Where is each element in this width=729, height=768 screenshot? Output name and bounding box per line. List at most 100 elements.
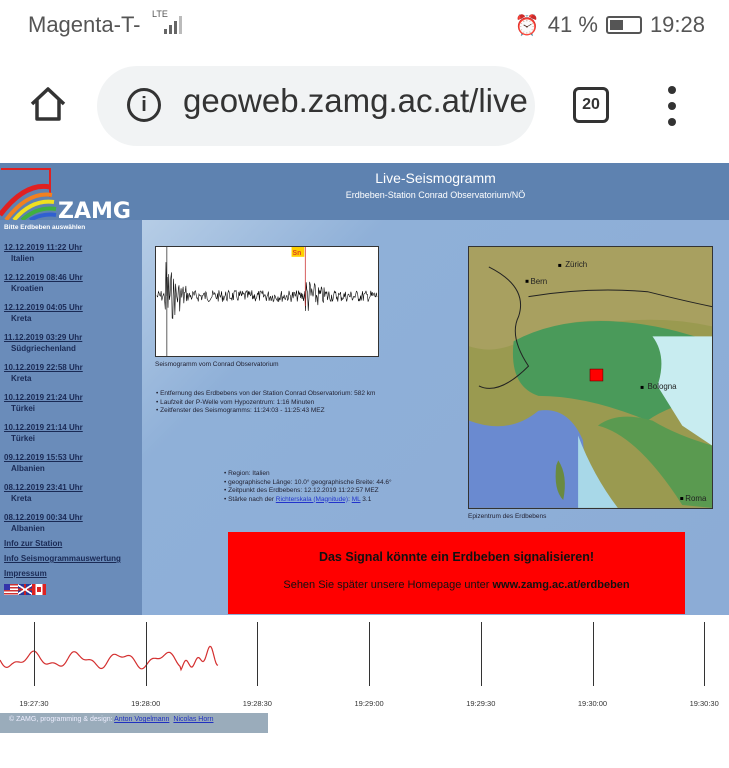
canada-flag-icon[interactable] bbox=[32, 584, 46, 595]
alarm-icon: ⏰ bbox=[514, 14, 540, 37]
time-label: 19:29:00 bbox=[354, 699, 384, 708]
link-station-info[interactable]: Info zur Station bbox=[4, 539, 63, 548]
info-icon[interactable]: i bbox=[127, 88, 161, 122]
time-gridline bbox=[480, 622, 482, 686]
signal-icon bbox=[164, 14, 182, 34]
url-text[interactable]: geoweb.zamg.ac.at/live bbox=[183, 82, 528, 119]
more-menu-icon[interactable] bbox=[665, 86, 679, 126]
page-subtitle: Erdbeben-Station Conrad Observatorium/NÖ bbox=[345, 190, 526, 200]
author-link-1[interactable]: Anton Vogelmann bbox=[114, 716, 170, 723]
earthquake-region: Türkei bbox=[11, 404, 36, 413]
earthquake-item[interactable]: 10.12.2019 22:58 Uhr Kreta bbox=[4, 363, 83, 383]
city-label: Roma bbox=[685, 494, 707, 503]
city-label: Bologna bbox=[648, 382, 678, 391]
time-label: 19:27:30 bbox=[19, 699, 49, 708]
event-coords: geographische Länge: 10.0° geographische… bbox=[224, 479, 391, 486]
earthquake-item[interactable]: 12.12.2019 04:05 Uhr Kreta bbox=[4, 303, 83, 323]
earthquake-item[interactable]: 08.12.2019 23:41 Uhr Kreta bbox=[4, 483, 83, 503]
distance-info: Entfernung des Erdbebens von der Station… bbox=[156, 390, 375, 397]
address-bar[interactable]: i geoweb.zamg.ac.at/live bbox=[97, 66, 535, 146]
time-gridline bbox=[704, 622, 706, 686]
link-seismogram-info[interactable]: Info Seismogrammauswertung bbox=[4, 554, 121, 563]
author-link-2[interactable]: Nicolas Horn bbox=[173, 716, 214, 723]
earthquake-date-link[interactable]: 11.12.2019 03:29 Uhr bbox=[4, 333, 83, 342]
epicenter-marker bbox=[589, 368, 604, 382]
richter-scale-link[interactable]: Richterskala (Magnitude) bbox=[275, 495, 349, 503]
alert-text: Sehen Sie später unsere Homepage unter w… bbox=[283, 579, 630, 591]
earthquake-region: Kreta bbox=[11, 314, 32, 323]
earthquake-date-link[interactable]: 09.12.2019 15:53 Uhr bbox=[4, 453, 83, 462]
earthquake-region: Kroatien bbox=[11, 284, 44, 293]
time-label: 19:30:30 bbox=[689, 699, 719, 708]
earthquake-region: Türkei bbox=[11, 434, 36, 443]
zamg-logo: ZAMG bbox=[0, 167, 142, 220]
map-caption: Epizentrum des Erdbebens bbox=[468, 513, 547, 520]
time-label: 19:28:30 bbox=[242, 699, 272, 708]
earthquake-region: Kreta bbox=[11, 374, 32, 383]
earthquake-date-link[interactable]: 12.12.2019 08:46 Uhr bbox=[4, 273, 83, 282]
earthquake-item[interactable]: 12.12.2019 08:46 Uhr Kroatien bbox=[4, 273, 83, 293]
link-impressum[interactable]: Impressum bbox=[4, 569, 47, 578]
earthquake-date-link[interactable]: 08.12.2019 23:41 Uhr bbox=[4, 483, 83, 492]
earthquake-date-link[interactable]: 12.12.2019 04:05 Uhr bbox=[4, 303, 83, 312]
earthquake-region: Südgriechenland bbox=[11, 344, 76, 353]
status-bar: Magenta-T- LTE ⏰ 41 % 19:28 bbox=[0, 0, 729, 50]
earthquake-item[interactable]: 09.12.2019 15:53 Uhr Albanien bbox=[4, 453, 83, 473]
seismogram-caption: Seismogramm vom Conrad Observatorium bbox=[155, 361, 279, 368]
earthquake-date-link[interactable]: 08.12.2019 00:34 Uhr bbox=[4, 513, 83, 522]
browser-toolbar: i geoweb.zamg.ac.at/live 20 bbox=[0, 60, 729, 152]
event-info-list: Region: Italien geographische Länge: 10.… bbox=[224, 470, 392, 504]
network-type: LTE bbox=[152, 9, 168, 19]
earthquake-date-link[interactable]: 12.12.2019 11:22 Uhr bbox=[4, 243, 83, 252]
earthquake-item[interactable]: 08.12.2019 00:34 Uhr Albanien bbox=[4, 513, 83, 533]
travel-time-info: Laufzeit der P-Welle vom Hypozentrum: 1:… bbox=[156, 399, 375, 406]
time-gridline bbox=[145, 622, 147, 686]
seismogram-info-list: Entfernung des Erdbebens von der Station… bbox=[156, 390, 375, 416]
battery-icon bbox=[605, 16, 642, 34]
logo-text: ZAMG bbox=[58, 199, 131, 220]
earthquake-item[interactable]: 11.12.2019 03:29 Uhr Südgriechenland bbox=[4, 333, 82, 353]
time-gridline bbox=[369, 622, 371, 686]
time-gridline bbox=[257, 622, 259, 686]
homepage-link[interactable]: www.zamg.ac.at/erdbeben bbox=[492, 579, 630, 591]
city-label: Zürich bbox=[565, 260, 587, 269]
earthquake-item[interactable]: 10.12.2019 21:14 Uhr Türkei bbox=[4, 423, 83, 443]
tab-switcher-button[interactable]: 20 bbox=[573, 87, 609, 123]
earthquake-date-link[interactable]: 10.12.2019 22:58 Uhr bbox=[4, 363, 83, 372]
time-window-info: Zeitfenster des Seismogramms: 11:24:03 -… bbox=[156, 407, 375, 414]
page-header: ZAMG Live-Seismogramm Erdbeben-Station C… bbox=[0, 163, 729, 220]
clock: 19:28 bbox=[649, 12, 705, 37]
sidebar: Bitte Erdbeben auswählen 12.12.2019 11:2… bbox=[0, 220, 142, 615]
main-content: Sn Seismogramm vom Conrad Observatorium … bbox=[142, 220, 729, 615]
event-region: Region: Italien bbox=[224, 470, 392, 477]
live-trace bbox=[0, 645, 219, 672]
time-label: 19:29:30 bbox=[466, 699, 496, 708]
live-seismogram-strip: 19:27:30 19:28:00 19:28:30 19:29:00 19:29:30… bbox=[0, 615, 729, 713]
alert-headline: Das Signal könnte ein Erdbeben signalisi… bbox=[318, 550, 595, 564]
footer-text: © ZAMG, programming & design: bbox=[9, 716, 115, 723]
language-flags bbox=[4, 584, 46, 595]
page-title: Live-Seismogramm bbox=[375, 170, 496, 186]
event-magnitude: Stärke nach der Richterskala (Magnitude)… bbox=[224, 496, 392, 503]
earthquake-item[interactable]: 10.12.2019 21:24 Uhr Türkei bbox=[4, 393, 83, 413]
sidebar-hint: Bitte Erdbeben auswählen bbox=[4, 224, 86, 231]
earthquake-date-link[interactable]: 10.12.2019 21:24 Uhr bbox=[4, 393, 83, 402]
web-page: ZAMG Live-Seismogramm Erdbeben-Station C… bbox=[0, 163, 729, 615]
battery-percent: 41 % bbox=[547, 12, 598, 37]
epicenter-map: Bern Zürich Bologna Roma bbox=[468, 246, 713, 509]
phase-label-sn: Sn bbox=[293, 250, 302, 257]
earthquake-date-link[interactable]: 10.12.2019 21:14 Uhr bbox=[4, 423, 83, 432]
uk-flag-icon[interactable] bbox=[18, 584, 32, 595]
earthquake-region: Italien bbox=[11, 254, 35, 263]
city-label: Bern bbox=[530, 277, 547, 286]
seismogram-plot: Sn bbox=[155, 246, 379, 357]
home-icon[interactable] bbox=[28, 84, 68, 124]
ml-link[interactable]: ML bbox=[351, 495, 361, 503]
us-flag-icon[interactable] bbox=[4, 584, 18, 595]
time-gridline bbox=[34, 622, 35, 686]
footer: © ZAMG, programming & design: Anton Voge… bbox=[0, 713, 268, 733]
event-time: Zeitpunkt des Erdbebens: 12.12.2019 11:2… bbox=[224, 487, 392, 494]
status-right: ⏰ 41 % 19:28 bbox=[515, 12, 705, 38]
time-gridline bbox=[592, 622, 594, 686]
earthquake-item[interactable]: 12.12.2019 11:22 Uhr Italien bbox=[4, 243, 82, 263]
